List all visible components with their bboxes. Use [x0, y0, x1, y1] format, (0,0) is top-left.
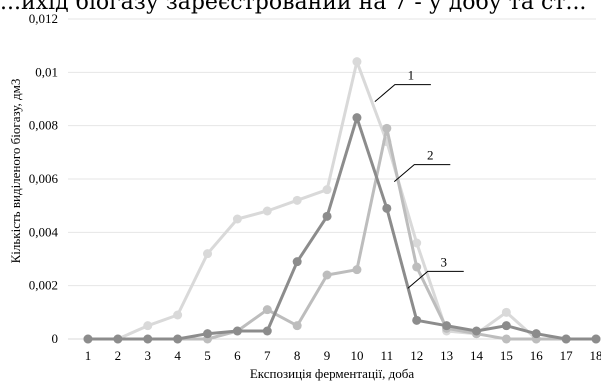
series-2-point — [501, 334, 511, 344]
y-tick-label: 0 — [52, 331, 59, 346]
series-1-line — [88, 60, 596, 341]
series-3-point — [322, 211, 332, 221]
series-1-point — [203, 249, 213, 259]
x-tick-label: 9 — [324, 348, 331, 363]
x-tick-label: 18 — [590, 348, 601, 363]
x-tick-label: 5 — [204, 348, 211, 363]
callout-leader — [407, 270, 464, 289]
series-2-point — [262, 305, 272, 315]
x-tick-label: 4 — [174, 348, 181, 363]
series-3-point — [501, 321, 511, 331]
series-1-point — [143, 321, 153, 331]
series-1-point — [262, 206, 272, 216]
y-axis-title: Кількість виділеного біогазу, дм3 — [8, 79, 23, 264]
series-2-point — [382, 123, 392, 133]
series-3-point — [591, 334, 601, 344]
series-1-point — [232, 214, 242, 224]
series-2-point — [292, 321, 302, 331]
series-3-point — [382, 203, 392, 213]
series-3-point — [262, 326, 272, 336]
series-2-point — [352, 265, 362, 275]
series-3-point — [471, 326, 481, 336]
y-tick-label: 0,008 — [29, 118, 58, 133]
x-tick-label: 8 — [294, 348, 301, 363]
x-tick-label: 1 — [85, 348, 92, 363]
y-tick-label: 0,012 — [29, 11, 58, 26]
series-3-point — [232, 326, 242, 336]
series-3-point — [203, 329, 213, 339]
series-2-line — [88, 126, 596, 341]
callout-label: 1 — [408, 68, 415, 83]
y-tick-label: 0,01 — [35, 64, 58, 79]
x-tick-label: 11 — [381, 348, 394, 363]
series-3-point — [83, 334, 93, 344]
series-3-point — [412, 315, 422, 325]
x-tick-label: 6 — [234, 348, 241, 363]
series-3-point — [113, 334, 123, 344]
series-1-point — [173, 310, 183, 320]
caption-text: ...ихід біогазу зареєстрований на 7 - у … — [0, 0, 587, 15]
y-tick-label: 0,004 — [29, 224, 59, 239]
x-tick-label: 2 — [115, 348, 122, 363]
series-3-line — [88, 116, 596, 341]
series-3-point — [352, 113, 362, 123]
x-axis-title: Експозиція ферментації, доба — [250, 366, 415, 381]
series-3-point — [292, 257, 302, 267]
series-1-point — [352, 57, 362, 67]
x-tick-label: 13 — [440, 348, 453, 363]
series-1-point — [292, 195, 302, 205]
x-tick-label: 14 — [470, 348, 484, 363]
y-tick-label: 0,006 — [29, 171, 59, 186]
series-3-point — [561, 334, 571, 344]
series-2-point — [412, 262, 422, 272]
series-3-point — [173, 334, 183, 344]
callout-leader — [393, 164, 451, 183]
x-tick-label: 3 — [145, 348, 152, 363]
callout-label: 2 — [427, 148, 434, 163]
x-tick-label: 7 — [264, 348, 271, 363]
series-1-point — [412, 238, 422, 248]
series-3-point — [442, 321, 452, 331]
callout-leader — [374, 84, 431, 103]
callout-label: 3 — [440, 254, 447, 269]
series-2-point — [322, 270, 332, 280]
x-tick-label: 12 — [410, 348, 423, 363]
x-tick-label: 15 — [500, 348, 513, 363]
series-3-point — [143, 334, 153, 344]
x-tick-label: 10 — [350, 348, 363, 363]
series-3-point — [531, 329, 541, 339]
x-tick-label: 17 — [560, 348, 574, 363]
series-1-point — [501, 307, 511, 317]
series-1-point — [322, 185, 332, 195]
x-tick-label: 16 — [530, 348, 544, 363]
y-tick-label: 0,002 — [29, 278, 58, 293]
